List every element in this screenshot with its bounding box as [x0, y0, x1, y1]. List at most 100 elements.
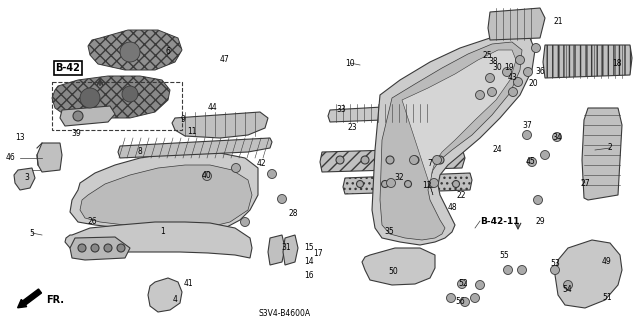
Text: 33: 33 — [336, 106, 346, 115]
Polygon shape — [70, 152, 258, 233]
Polygon shape — [402, 50, 516, 195]
Polygon shape — [488, 8, 545, 40]
Polygon shape — [328, 104, 437, 122]
Text: 30: 30 — [492, 63, 502, 71]
Text: 10: 10 — [345, 58, 355, 68]
Circle shape — [80, 88, 100, 108]
Text: 39: 39 — [71, 129, 81, 137]
Polygon shape — [172, 112, 268, 138]
FancyArrow shape — [18, 289, 42, 308]
Text: 51: 51 — [602, 293, 612, 301]
Circle shape — [527, 158, 536, 167]
Text: 34: 34 — [552, 132, 562, 142]
Circle shape — [387, 179, 396, 188]
Circle shape — [541, 151, 550, 160]
Text: 9: 9 — [180, 115, 186, 124]
Circle shape — [504, 265, 513, 275]
Text: 23: 23 — [347, 123, 357, 132]
Polygon shape — [268, 235, 285, 265]
Polygon shape — [88, 30, 182, 70]
Text: 43: 43 — [507, 73, 517, 83]
Circle shape — [476, 91, 484, 100]
Circle shape — [531, 43, 541, 53]
Text: 55: 55 — [499, 251, 509, 261]
Circle shape — [502, 68, 511, 77]
Polygon shape — [52, 76, 170, 118]
Text: 14: 14 — [304, 256, 314, 265]
Text: 16: 16 — [304, 271, 314, 280]
Text: 15: 15 — [304, 242, 314, 251]
Polygon shape — [372, 35, 535, 245]
Circle shape — [515, 56, 525, 64]
Text: S3V4-B4600A: S3V4-B4600A — [259, 308, 311, 317]
Circle shape — [361, 156, 369, 164]
Text: 48: 48 — [447, 204, 457, 212]
Circle shape — [429, 181, 435, 188]
Text: 54: 54 — [562, 286, 572, 294]
Text: B-42: B-42 — [56, 63, 81, 73]
Text: 21: 21 — [553, 18, 563, 26]
Circle shape — [73, 111, 83, 121]
Circle shape — [518, 265, 527, 275]
Text: 13: 13 — [15, 133, 25, 143]
Circle shape — [452, 181, 460, 188]
Text: 27: 27 — [580, 179, 590, 188]
Text: 24: 24 — [492, 145, 502, 154]
Polygon shape — [37, 143, 62, 172]
Circle shape — [104, 244, 112, 252]
Circle shape — [522, 130, 531, 139]
Bar — [52, 82, 182, 130]
Polygon shape — [555, 240, 622, 308]
Text: 53: 53 — [550, 258, 560, 268]
Circle shape — [120, 42, 140, 62]
Circle shape — [411, 156, 419, 164]
Text: 42: 42 — [256, 159, 266, 167]
Polygon shape — [60, 106, 115, 126]
Text: 19: 19 — [504, 63, 514, 71]
Circle shape — [447, 293, 456, 302]
Text: 45: 45 — [526, 158, 536, 167]
Text: 6: 6 — [166, 48, 170, 56]
Text: 38: 38 — [488, 56, 498, 65]
Text: 47: 47 — [219, 56, 229, 64]
Text: 1: 1 — [161, 227, 165, 236]
Circle shape — [524, 68, 532, 77]
Text: 29: 29 — [535, 217, 545, 226]
Circle shape — [461, 298, 470, 307]
Text: 41: 41 — [183, 279, 193, 288]
Circle shape — [232, 164, 241, 173]
Polygon shape — [118, 138, 272, 158]
Text: 2: 2 — [607, 144, 612, 152]
Text: 22: 22 — [456, 191, 466, 201]
Text: 5: 5 — [29, 228, 35, 238]
Circle shape — [488, 87, 497, 97]
Text: 40: 40 — [202, 172, 212, 181]
Text: 49: 49 — [602, 256, 612, 265]
Text: 37: 37 — [522, 121, 532, 130]
Polygon shape — [380, 42, 522, 240]
Text: 17: 17 — [313, 249, 323, 258]
Text: 32: 32 — [394, 173, 404, 182]
Circle shape — [404, 181, 412, 188]
Circle shape — [91, 244, 99, 252]
Polygon shape — [80, 165, 252, 230]
Circle shape — [550, 265, 559, 275]
Text: 46: 46 — [5, 153, 15, 162]
Circle shape — [563, 280, 573, 290]
Polygon shape — [283, 235, 298, 265]
Circle shape — [476, 280, 484, 290]
Circle shape — [356, 181, 364, 188]
Circle shape — [381, 181, 388, 188]
Text: 35: 35 — [384, 226, 394, 235]
Circle shape — [410, 155, 419, 165]
Text: B-42-11: B-42-11 — [480, 217, 520, 226]
Text: 26: 26 — [87, 218, 97, 226]
Polygon shape — [148, 278, 182, 312]
Polygon shape — [543, 45, 632, 78]
Text: 8: 8 — [138, 147, 142, 157]
Circle shape — [486, 73, 495, 83]
Circle shape — [534, 196, 543, 204]
Circle shape — [78, 244, 86, 252]
Text: 18: 18 — [612, 58, 621, 68]
Circle shape — [436, 156, 444, 164]
